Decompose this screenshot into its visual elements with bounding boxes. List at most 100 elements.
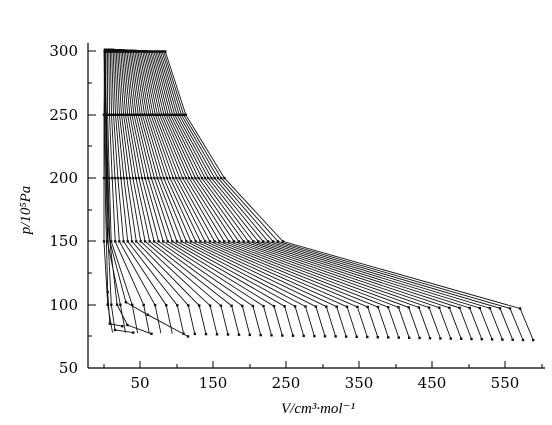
data-point bbox=[102, 240, 106, 243]
data-point bbox=[104, 50, 108, 53]
data-point bbox=[226, 333, 230, 336]
data-point bbox=[223, 176, 226, 180]
data-point bbox=[335, 305, 338, 308]
data-point bbox=[199, 240, 202, 243]
data-point bbox=[182, 113, 185, 116]
data-point bbox=[106, 50, 109, 53]
data-point bbox=[106, 290, 109, 294]
y-tick-label: 150 bbox=[49, 232, 78, 250]
data-point bbox=[276, 240, 280, 243]
data-point bbox=[151, 113, 155, 116]
data-point bbox=[427, 306, 431, 309]
data-point bbox=[149, 113, 153, 116]
data-point bbox=[158, 113, 161, 116]
data-point bbox=[122, 113, 125, 116]
data-point bbox=[106, 113, 109, 116]
data-point bbox=[167, 113, 170, 116]
data-point bbox=[134, 176, 138, 180]
x-tick-label: 350 bbox=[345, 374, 374, 392]
data-point bbox=[164, 113, 168, 116]
data-point bbox=[124, 50, 127, 53]
data-point bbox=[171, 113, 174, 116]
data-point bbox=[132, 113, 136, 116]
data-point bbox=[102, 176, 106, 180]
data-point bbox=[125, 50, 129, 53]
data-point bbox=[124, 113, 127, 116]
data-point bbox=[252, 240, 255, 243]
data-point bbox=[156, 50, 159, 53]
data-point bbox=[281, 240, 285, 243]
isotherm-line bbox=[104, 48, 305, 337]
data-point bbox=[166, 240, 169, 243]
data-point bbox=[105, 176, 108, 180]
x-axis-title: V/cm³·mol⁻¹ bbox=[281, 401, 355, 417]
data-point bbox=[131, 303, 134, 307]
data-point bbox=[171, 240, 174, 243]
data-point bbox=[110, 303, 113, 306]
data-point bbox=[135, 50, 138, 53]
data-point bbox=[366, 335, 369, 339]
data-point bbox=[131, 176, 135, 180]
data-point bbox=[480, 338, 483, 341]
data-point bbox=[460, 337, 463, 340]
data-point bbox=[114, 240, 117, 243]
x-tick-label: 550 bbox=[491, 374, 520, 392]
data-point bbox=[498, 307, 502, 310]
data-point bbox=[172, 176, 175, 180]
data-point bbox=[139, 240, 142, 243]
data-point bbox=[136, 50, 140, 53]
data-point bbox=[215, 333, 219, 336]
data-point bbox=[468, 306, 471, 310]
data-point bbox=[180, 113, 183, 116]
data-point bbox=[185, 240, 188, 243]
data-point bbox=[150, 176, 153, 180]
data-point bbox=[345, 335, 348, 338]
data-point bbox=[428, 337, 432, 340]
data-point bbox=[232, 240, 236, 243]
data-point bbox=[104, 113, 107, 116]
data-point bbox=[122, 240, 125, 243]
y-axis-title: p/10⁵Pa bbox=[18, 186, 34, 236]
data-point bbox=[449, 337, 452, 340]
y-tick-label: 50 bbox=[59, 359, 78, 377]
data-point bbox=[156, 176, 159, 180]
data-point bbox=[151, 50, 154, 53]
data-point bbox=[133, 50, 136, 53]
data-point bbox=[148, 240, 151, 243]
data-point bbox=[128, 176, 131, 180]
data-point bbox=[266, 240, 270, 243]
data-point bbox=[139, 50, 143, 53]
data-point bbox=[134, 113, 138, 116]
data-point bbox=[119, 50, 122, 53]
data-point bbox=[325, 305, 328, 308]
data-point bbox=[189, 240, 193, 243]
data-point bbox=[118, 50, 121, 53]
data-point bbox=[113, 50, 116, 53]
data-point bbox=[162, 113, 166, 116]
data-point bbox=[127, 50, 130, 53]
isotherm-line bbox=[104, 48, 379, 338]
data-point bbox=[164, 50, 167, 53]
data-point bbox=[283, 305, 286, 308]
data-point bbox=[130, 50, 133, 53]
data-point bbox=[345, 305, 349, 308]
data-point bbox=[140, 176, 144, 180]
data-point bbox=[141, 113, 144, 116]
data-point bbox=[137, 113, 140, 116]
data-point bbox=[200, 176, 204, 180]
data-point bbox=[147, 50, 151, 53]
data-point bbox=[251, 304, 255, 308]
data-point bbox=[272, 305, 276, 308]
data-point bbox=[115, 303, 119, 306]
data-point bbox=[237, 240, 240, 243]
data-point bbox=[257, 240, 260, 243]
data-point bbox=[355, 335, 358, 338]
data-point bbox=[124, 301, 128, 304]
y-tick-label: 300 bbox=[49, 42, 78, 60]
data-point bbox=[194, 176, 197, 180]
data-point bbox=[191, 176, 194, 180]
data-point bbox=[518, 307, 522, 310]
data-point bbox=[122, 50, 125, 53]
data-point bbox=[334, 335, 337, 338]
